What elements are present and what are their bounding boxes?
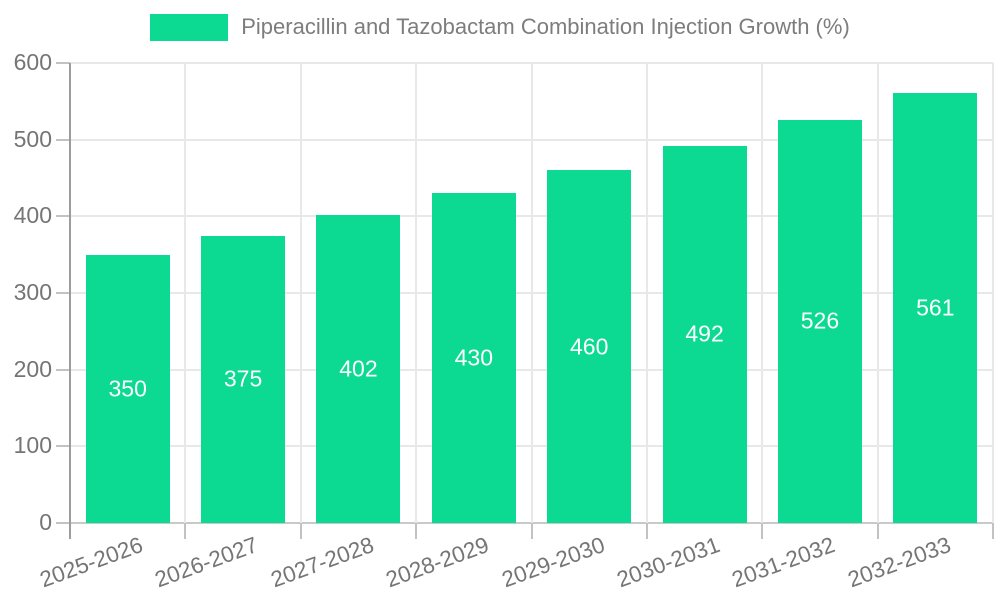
y-tick bbox=[56, 138, 70, 141]
bar bbox=[316, 214, 401, 523]
legend-swatch bbox=[150, 14, 229, 41]
bar bbox=[201, 235, 286, 523]
bar-value-label: 460 bbox=[570, 333, 609, 360]
bar bbox=[662, 145, 747, 523]
x-category-label: 2025-2026 bbox=[36, 532, 147, 593]
x-tick bbox=[299, 523, 302, 539]
y-tick bbox=[56, 62, 70, 64]
x-gridline bbox=[645, 63, 648, 523]
x-tick bbox=[876, 523, 879, 539]
x-tick bbox=[645, 523, 648, 539]
x-category-label: 2026-2027 bbox=[151, 532, 262, 593]
bar-value-label: 350 bbox=[108, 375, 147, 402]
x-tick bbox=[415, 523, 418, 539]
x-tick bbox=[761, 523, 764, 539]
bar-value-label: 430 bbox=[454, 344, 493, 371]
y-tick bbox=[56, 522, 70, 524]
x-gridline bbox=[761, 63, 764, 523]
bar bbox=[893, 92, 978, 523]
y-axis-line bbox=[69, 63, 71, 539]
y-tick bbox=[56, 445, 70, 448]
x-category-label: 2032-2033 bbox=[844, 532, 954, 593]
bar-value-label: 402 bbox=[339, 355, 378, 382]
x-tick bbox=[992, 523, 994, 539]
x-gridline bbox=[530, 63, 533, 523]
legend-item[interactable]: Piperacillin and Tazobactam Combination … bbox=[0, 14, 1000, 41]
x-category-label: 2031-2032 bbox=[728, 532, 839, 593]
y-tick-label: 300 bbox=[13, 278, 52, 305]
y-tick bbox=[56, 292, 70, 294]
x-category-label: 2027-2028 bbox=[267, 532, 377, 593]
x-category-label: 2030-2031 bbox=[613, 532, 724, 593]
x-tick bbox=[184, 523, 187, 539]
bar-value-label: 526 bbox=[800, 307, 840, 334]
bar bbox=[431, 193, 516, 523]
y-tick-label: 100 bbox=[13, 432, 52, 459]
bar bbox=[547, 170, 632, 523]
bar-value-label: 375 bbox=[223, 365, 263, 392]
y-tick-label: 200 bbox=[13, 355, 52, 382]
x-tick bbox=[530, 523, 533, 539]
bar-value-label: 561 bbox=[916, 294, 955, 321]
x-gridline bbox=[992, 63, 994, 523]
legend-label: Piperacillin and Tazobactam Combination … bbox=[241, 14, 850, 40]
y-tick bbox=[56, 368, 70, 371]
x-gridline bbox=[299, 63, 302, 523]
bar bbox=[777, 119, 862, 523]
y-tick-label: 0 bbox=[39, 508, 52, 535]
x-gridline bbox=[184, 63, 187, 523]
x-category-label: 2028-2029 bbox=[382, 532, 493, 593]
x-gridline bbox=[415, 63, 418, 523]
y-tick-label: 400 bbox=[13, 202, 52, 229]
y-tick bbox=[56, 215, 70, 218]
x-category-label: 2029-2030 bbox=[498, 532, 608, 593]
bar bbox=[85, 254, 170, 523]
x-gridline bbox=[876, 63, 879, 523]
y-tick-label: 500 bbox=[13, 125, 52, 152]
bar-value-label: 492 bbox=[685, 320, 724, 347]
y-tick-label: 600 bbox=[13, 48, 52, 75]
